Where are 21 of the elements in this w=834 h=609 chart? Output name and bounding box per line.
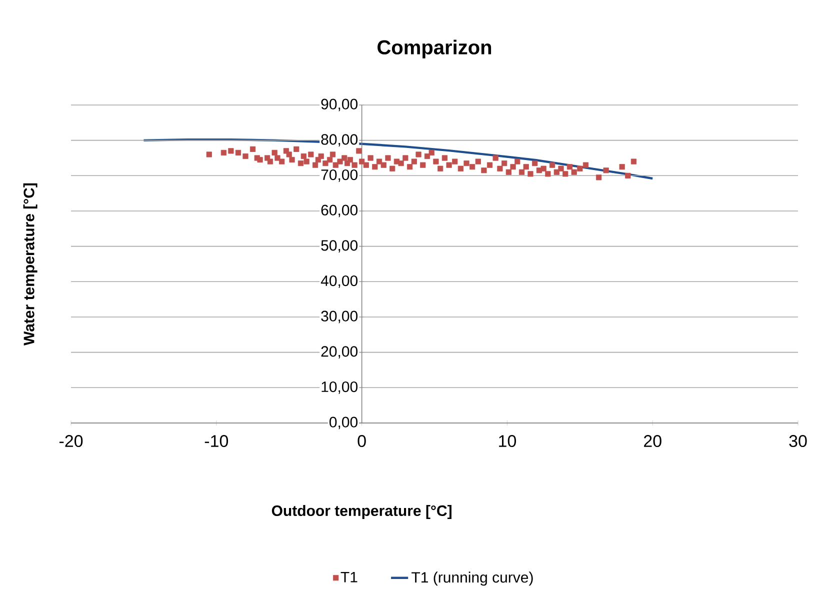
y-axis-title: Water temperature [°C]: [23, 183, 38, 346]
x-tick-label: 10: [499, 435, 516, 448]
y-tick-label: 10,00: [322, 381, 358, 394]
y-tick-label: 70,00: [321, 169, 358, 182]
legend-label: T1 (running curve): [412, 572, 533, 586]
y-tick-label: 30,00: [321, 310, 358, 324]
x-tick-label: 20: [644, 435, 662, 448]
chart-title: Comparizon: [378, 40, 492, 58]
y-tick-label: 0,00: [329, 416, 358, 430]
x-tick-label: -20: [59, 435, 83, 448]
y-tick-label: 50,00: [321, 240, 358, 253]
x-tick-label: 30: [789, 435, 807, 448]
y-tick-label: 40,00: [320, 275, 358, 288]
x-tick-label: -10: [204, 435, 228, 448]
y-tick-label: 80,00: [321, 134, 358, 147]
x-axis-title: Outdoor temperature [°C]: [272, 505, 452, 520]
y-tick-label: 60,00: [321, 204, 358, 218]
y-tick-label: 90,00: [321, 98, 358, 112]
legend-label: T1: [340, 572, 358, 582]
x-tick-label: 0: [358, 435, 366, 448]
y-tick-label: 20,00: [321, 346, 358, 359]
